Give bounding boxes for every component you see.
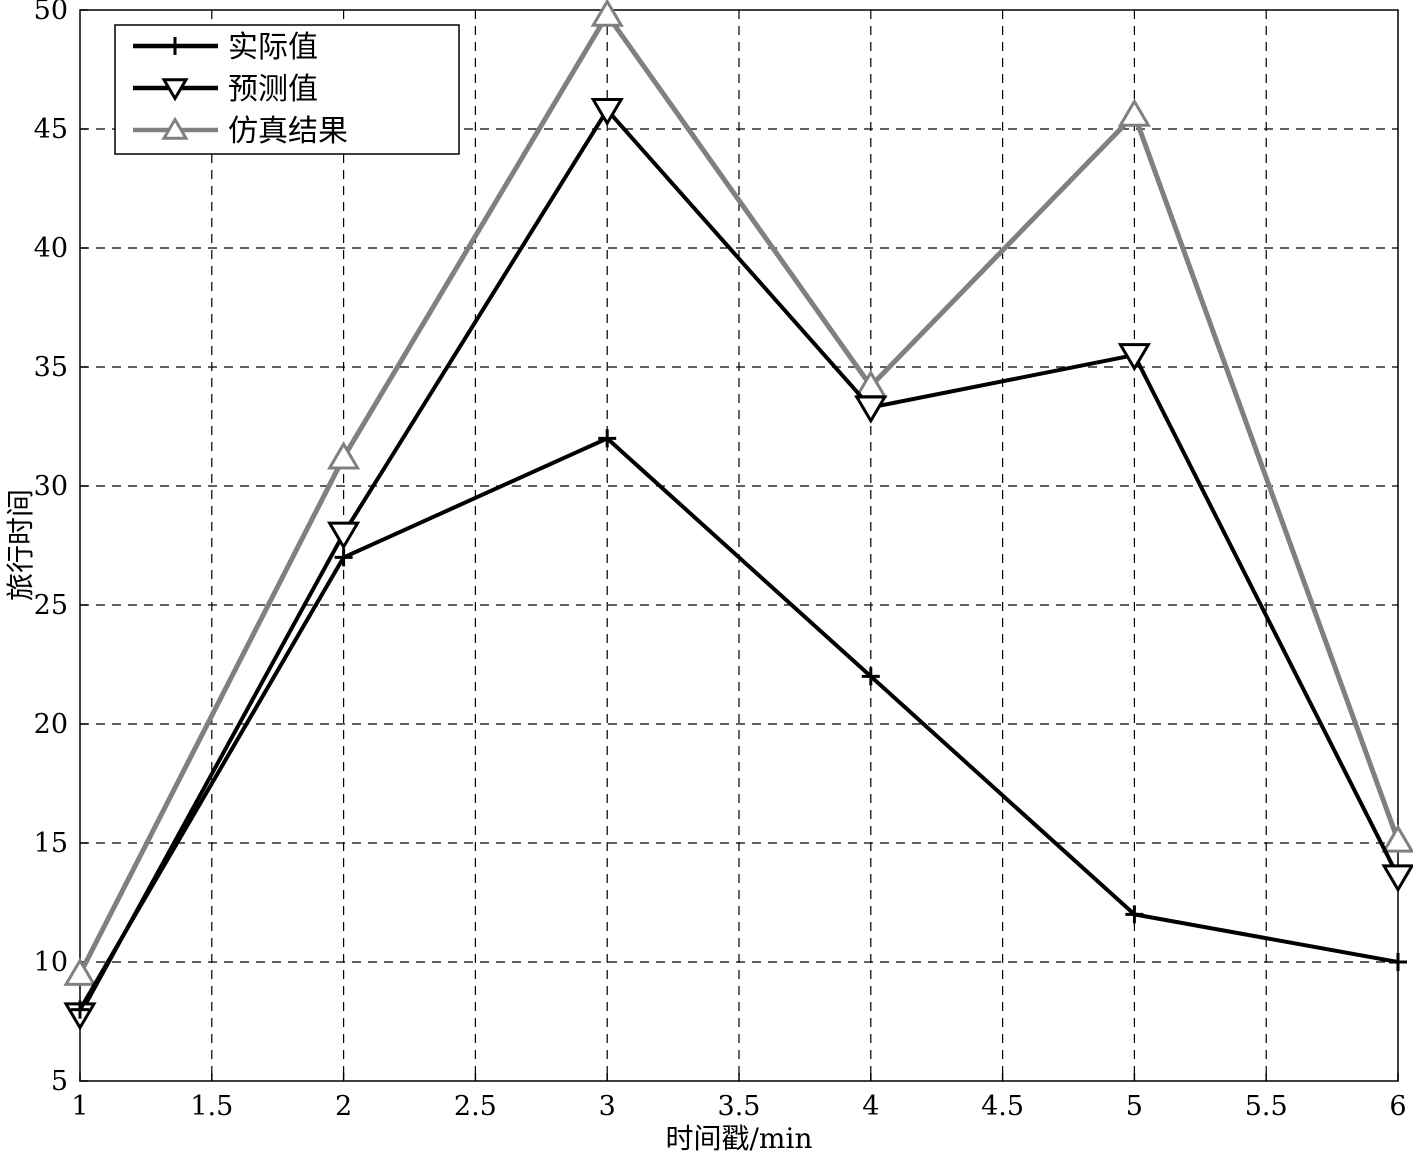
series-2-point: [854, 395, 888, 424]
x-tick-label: 3.5: [718, 1091, 761, 1122]
series-1-point: [598, 429, 617, 448]
y-tick-label: 45: [34, 114, 68, 145]
x-tick-label: 3: [599, 1091, 616, 1122]
legend-marker: [166, 37, 184, 55]
series-2-point: [1381, 864, 1413, 893]
series-1-point: [861, 667, 880, 686]
legend-label: 预测值: [228, 72, 318, 107]
x-tick-label: 2: [335, 1091, 352, 1122]
y-tick-label: 10: [34, 947, 68, 978]
y-tick-label: 20: [34, 709, 68, 740]
series-1-point: [1389, 953, 1407, 971]
y-tick-label: 40: [34, 233, 68, 264]
series-3-line: [77, 12, 1401, 976]
series-2-point: [1117, 343, 1152, 372]
series-3-point: [590, 0, 624, 27]
y-tick-label: 50: [34, 0, 68, 26]
series-3-point: [1381, 824, 1413, 853]
series-2-point: [326, 521, 361, 550]
x-tick-label: 5.5: [1245, 1091, 1288, 1122]
series-2-point: [590, 97, 624, 127]
series-1-point: [1125, 905, 1144, 924]
x-tick-label: 5: [1126, 1091, 1143, 1122]
legend-entry: 实际值: [133, 30, 318, 65]
y-tick-label: 35: [34, 352, 68, 383]
series-2-line: [78, 107, 1400, 1016]
legend-marker: [161, 78, 189, 102]
x-tick-label: 4: [862, 1091, 879, 1122]
legend-label: 仿真结果: [228, 114, 348, 149]
x-tick-label: 1: [71, 1091, 88, 1122]
x-tick-label: 4.5: [981, 1091, 1024, 1122]
series-1-point: [334, 548, 353, 567]
series-1-line: [78, 436, 1399, 1011]
y-tick-label: 25: [34, 590, 68, 621]
series-1: [71, 429, 1407, 1019]
x-tick-label: 2.5: [454, 1091, 497, 1122]
series-3-point: [326, 441, 361, 470]
series-2: [63, 97, 1413, 1031]
x-axis-label: 时间戳/min: [666, 1122, 813, 1153]
series-3: [63, 0, 1413, 986]
series-3-point: [1117, 98, 1152, 127]
grid: [80, 10, 1398, 1081]
series-1-point: [71, 1000, 89, 1019]
axis-ticks: 1 1.5 2 2.5 3 3.5 4 4.5 5 5.5 6 5 10 15 20 25 30 35 40 45 50: [34, 0, 1407, 1122]
x-tick-label: 6: [1389, 1091, 1406, 1122]
legend-label: 实际值: [228, 30, 318, 65]
series-3-point: [63, 957, 97, 986]
x-tick-label: 1.5: [190, 1091, 233, 1122]
series-layer: [63, 0, 1413, 1031]
y-tick-label: 30: [34, 471, 68, 502]
y-axis-label: 旅行时间: [4, 489, 37, 601]
legend-marker: [161, 116, 189, 140]
y-tick-label: 15: [34, 828, 68, 859]
legend-entry: 预测值: [133, 72, 318, 107]
y-tick-label: 5: [51, 1066, 68, 1097]
legend-entry: 仿真结果: [133, 114, 348, 149]
